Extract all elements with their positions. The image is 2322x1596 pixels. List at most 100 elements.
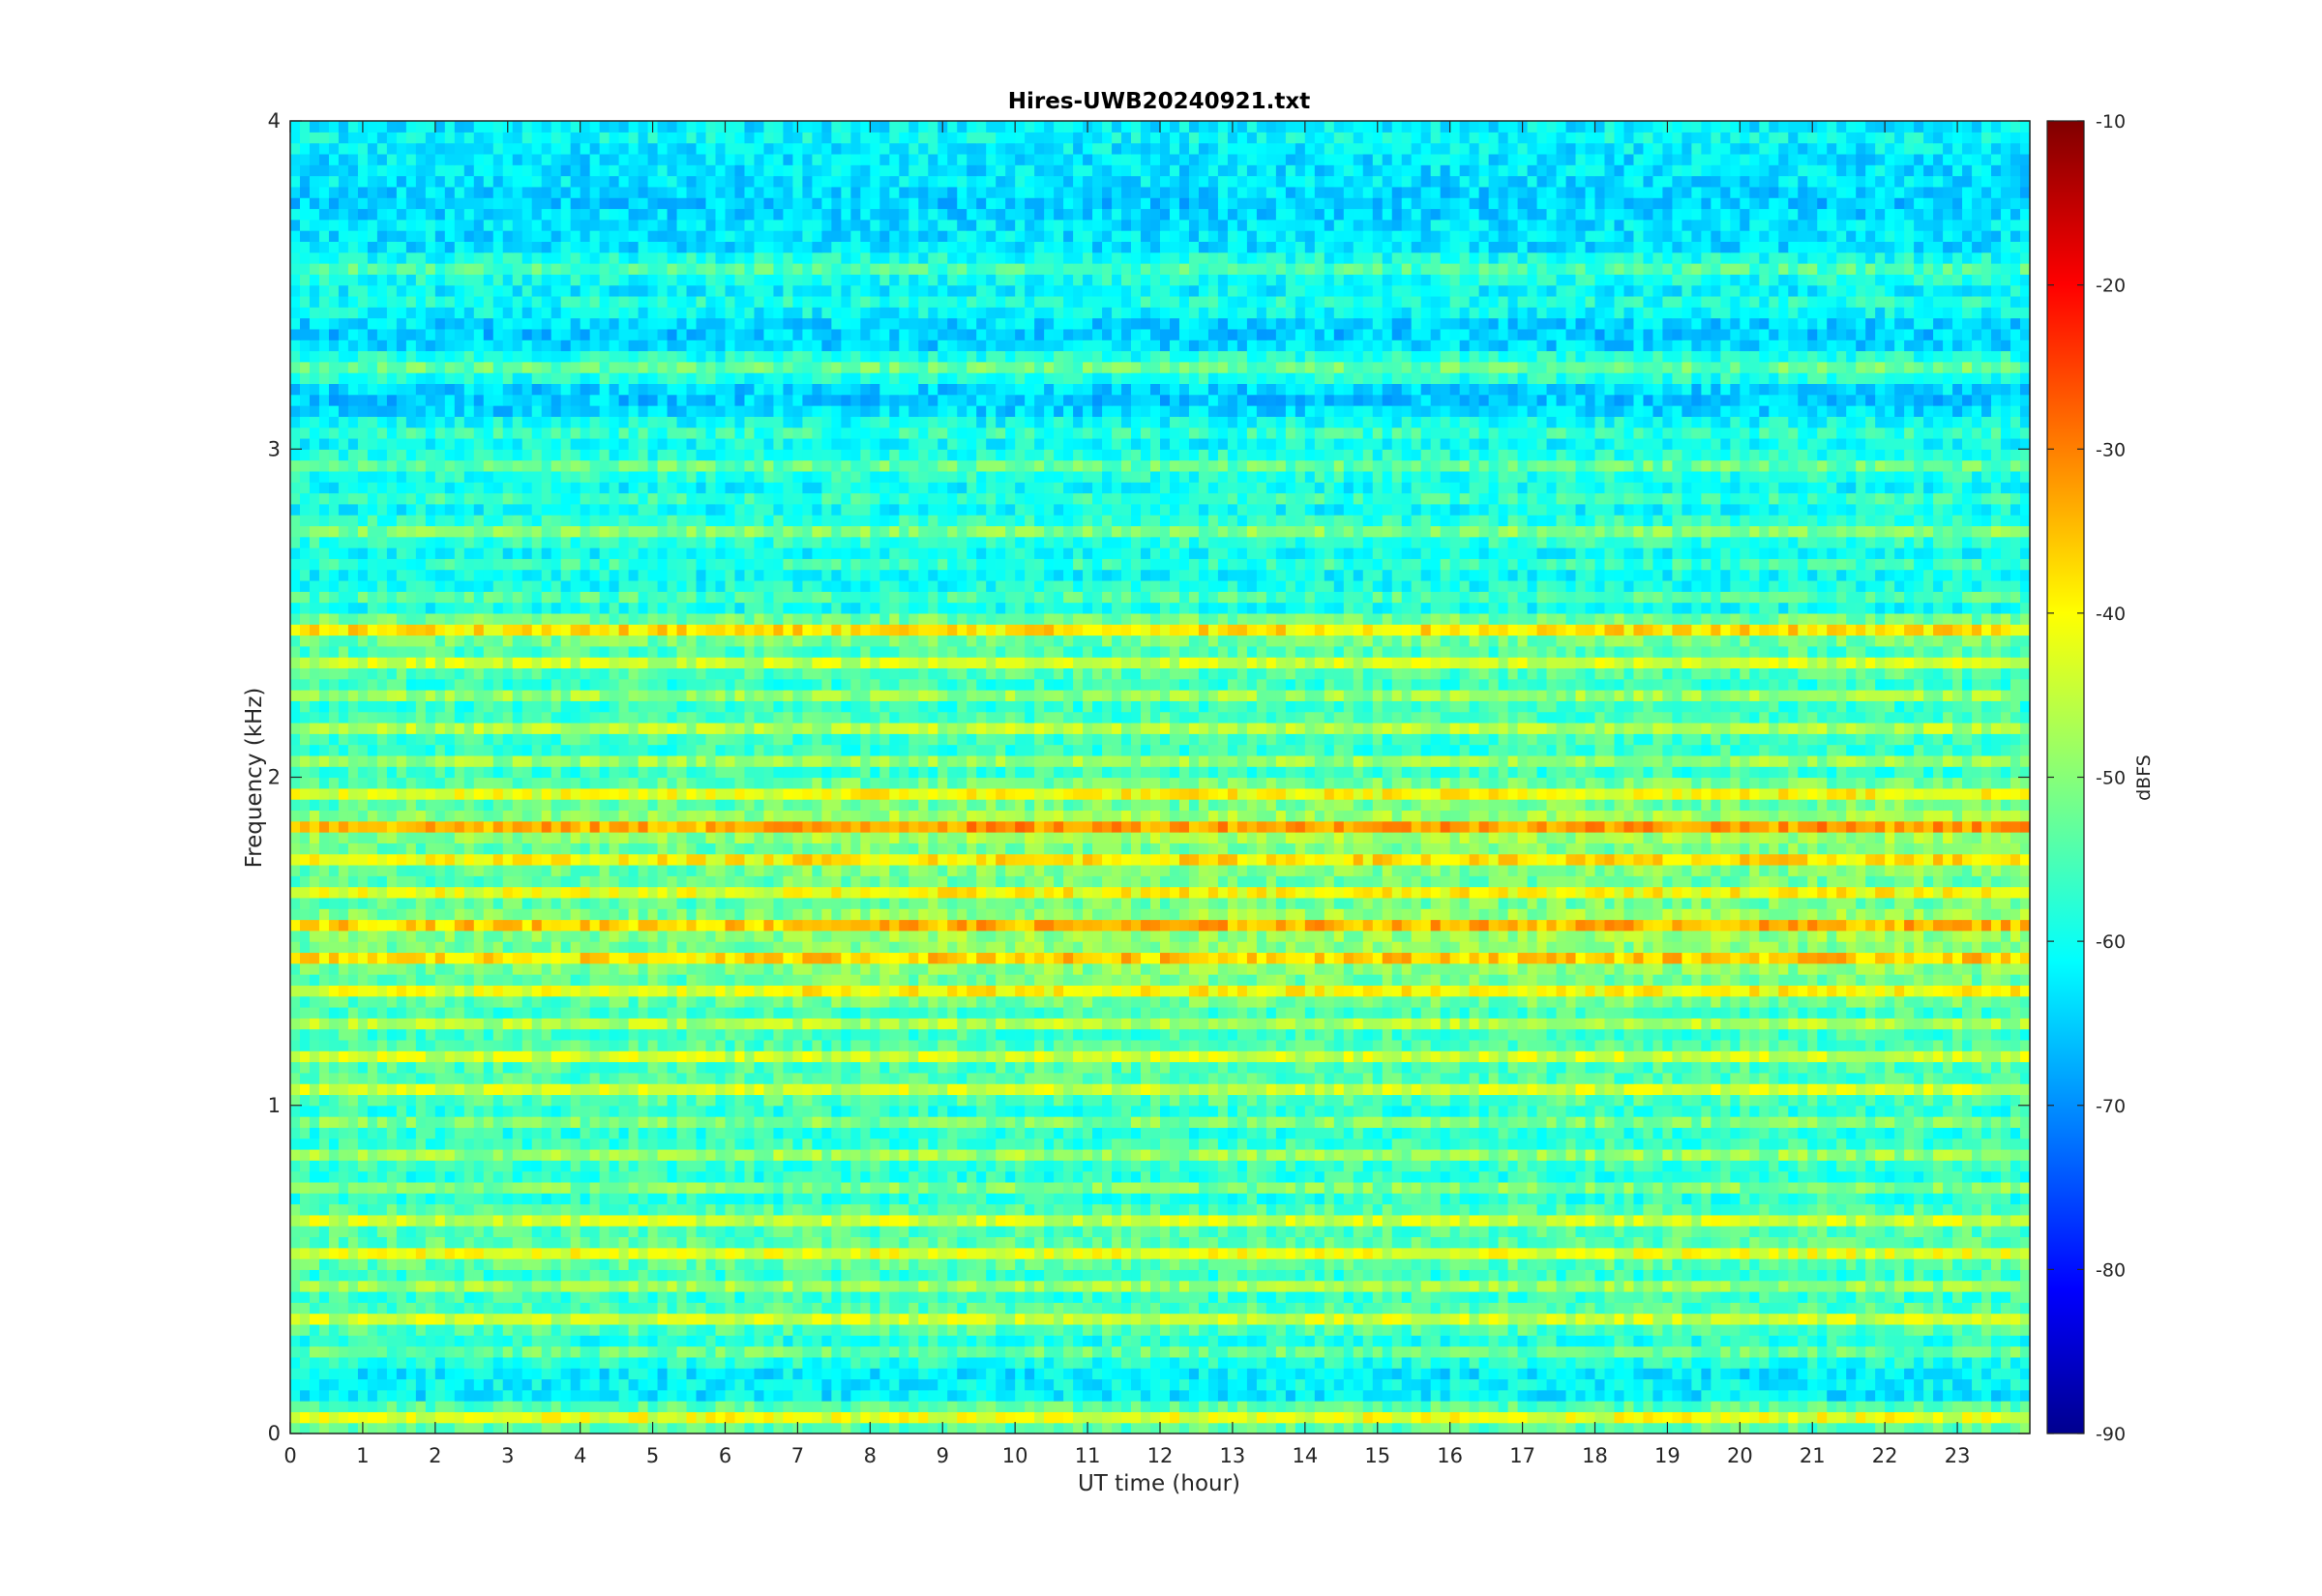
heatmap-cell xyxy=(570,1422,581,1434)
heatmap-cell xyxy=(415,1280,427,1292)
heatmap-cell xyxy=(1788,1138,1799,1150)
heatmap-cell xyxy=(1575,1313,1587,1325)
heatmap-cell xyxy=(1314,1356,1325,1369)
heatmap-cell xyxy=(773,1226,785,1238)
heatmap-cell xyxy=(725,1323,736,1336)
heatmap-cell xyxy=(531,1356,543,1369)
heatmap-cell xyxy=(1083,1345,1093,1358)
heatmap-cell xyxy=(531,1193,543,1205)
heatmap-cell xyxy=(1304,1345,1316,1358)
heatmap-cell xyxy=(1150,1181,1161,1194)
heatmap-cell xyxy=(357,1389,369,1402)
heatmap-cell xyxy=(2010,1356,2021,1369)
heatmap-cell xyxy=(1749,1345,1760,1358)
heatmap-cell xyxy=(1141,1345,1151,1358)
heatmap-cell xyxy=(1314,1335,1325,1347)
heatmap-cell xyxy=(1401,1226,1413,1238)
heatmap-cell xyxy=(1556,1236,1567,1249)
heatmap-cell xyxy=(676,1170,688,1183)
heatmap-cell xyxy=(1073,1226,1084,1238)
heatmap-cell xyxy=(1353,1313,1364,1325)
heatmap-cell xyxy=(618,1323,630,1336)
heatmap-cell xyxy=(1353,1203,1364,1216)
heatmap-cell xyxy=(1169,1193,1180,1205)
heatmap-cell xyxy=(1981,1160,1992,1172)
heatmap-cell xyxy=(1314,1236,1325,1249)
heatmap-cell xyxy=(415,1170,427,1183)
heatmap-cell xyxy=(1256,1401,1267,1412)
heatmap-cell xyxy=(560,1160,572,1172)
heatmap-cell xyxy=(841,1181,851,1194)
heatmap-cell xyxy=(1827,1280,1837,1292)
heatmap-cell xyxy=(1962,1160,1973,1172)
heatmap-cell xyxy=(1682,1313,1692,1325)
heatmap-cell xyxy=(1904,1411,1915,1424)
heatmap-cell xyxy=(376,1181,388,1194)
heatmap-cell xyxy=(318,1226,330,1238)
heatmap-cell xyxy=(367,1247,378,1259)
heatmap-cell xyxy=(802,1160,813,1172)
heatmap-cell xyxy=(618,1148,630,1161)
heatmap-cell xyxy=(686,1411,698,1424)
heatmap-cell xyxy=(1391,1181,1403,1194)
heatmap-cell xyxy=(1614,1345,1625,1358)
heatmap-cell xyxy=(792,1411,804,1424)
heatmap-cell xyxy=(1382,1160,1393,1172)
heatmap-cell xyxy=(405,1193,417,1205)
heatmap-cell xyxy=(1865,1313,1876,1325)
heatmap-cell xyxy=(1382,1258,1393,1270)
heatmap-cell xyxy=(938,1302,948,1315)
heatmap-cell xyxy=(1701,1160,1712,1172)
heatmap-cell xyxy=(1614,1170,1625,1183)
heatmap-cell xyxy=(290,1401,301,1412)
heatmap-cell xyxy=(1662,1138,1674,1150)
heatmap-cell xyxy=(841,1313,851,1325)
heatmap-cell xyxy=(1246,1247,1258,1259)
heatmap-cell xyxy=(773,1193,785,1205)
heatmap-cell xyxy=(1285,1345,1296,1358)
heatmap-cell xyxy=(386,1323,398,1336)
heatmap-cell xyxy=(957,1313,968,1325)
heatmap-cell xyxy=(1633,1258,1645,1270)
heatmap-cell xyxy=(1285,1258,1296,1270)
heatmap-cell xyxy=(1362,1193,1374,1205)
heatmap-cell xyxy=(802,1378,813,1391)
heatmap-cell xyxy=(1488,1236,1500,1249)
heatmap-cell xyxy=(638,1378,649,1391)
heatmap-cell xyxy=(1015,1127,1026,1139)
heatmap-cell xyxy=(299,1203,311,1216)
heatmap-cell xyxy=(715,1378,727,1391)
heatmap-cell xyxy=(725,1378,736,1391)
heatmap-cell xyxy=(628,1127,640,1139)
heatmap-cell xyxy=(521,1160,533,1172)
heatmap-cell xyxy=(338,1323,349,1336)
heatmap-cell xyxy=(560,1236,572,1249)
heatmap-cell xyxy=(1672,1226,1682,1238)
heatmap-cell xyxy=(309,1345,320,1358)
heatmap-cell xyxy=(1972,1247,1982,1259)
heatmap-cell xyxy=(996,1138,1006,1150)
heatmap-cell xyxy=(1633,1389,1645,1402)
heatmap-cell xyxy=(763,1378,775,1391)
heatmap-cell xyxy=(773,1335,785,1347)
heatmap-cell xyxy=(1246,1422,1258,1434)
heatmap-cell xyxy=(928,1368,938,1380)
heatmap-cell xyxy=(1517,1127,1529,1139)
heatmap-cell xyxy=(463,1138,475,1150)
heatmap-cell xyxy=(309,1313,320,1325)
heatmap-cell xyxy=(996,1323,1006,1336)
heatmap-cell xyxy=(1769,1148,1779,1161)
heatmap-cell xyxy=(908,1368,919,1380)
heatmap-cell xyxy=(744,1258,756,1270)
heatmap-cell xyxy=(850,1148,861,1161)
heatmap-cell xyxy=(1817,1345,1828,1358)
heatmap-cell xyxy=(1469,1226,1480,1238)
heatmap-cell xyxy=(541,1378,552,1391)
heatmap-cell xyxy=(1740,1280,1750,1292)
heatmap-cell xyxy=(1662,1181,1674,1194)
heatmap-cell xyxy=(1643,1258,1654,1270)
heatmap-cell xyxy=(812,1335,822,1347)
heatmap-cell xyxy=(667,1127,678,1139)
heatmap-cell xyxy=(744,1236,756,1249)
heatmap-cell xyxy=(299,1401,311,1412)
